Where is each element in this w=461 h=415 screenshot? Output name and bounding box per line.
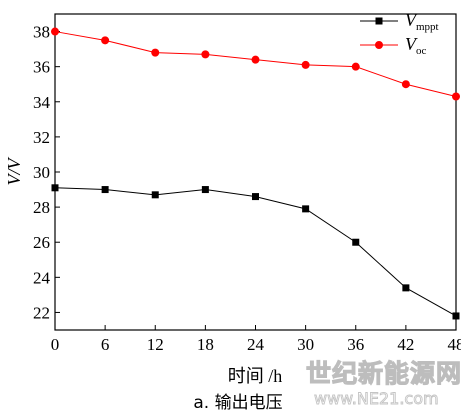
data-point-mppt	[101, 186, 109, 194]
data-point-mppt	[402, 284, 410, 292]
y-tick-label: 30	[33, 163, 50, 182]
watermark-url: www.NE21.com	[314, 389, 439, 408]
x-tick-label: 42	[397, 335, 414, 354]
data-point-oc	[452, 92, 460, 101]
data-point-oc	[201, 50, 210, 59]
series-layer	[51, 27, 460, 320]
figure-caption: a. 输出电压	[193, 393, 282, 413]
x-tick-label: 24	[247, 335, 265, 354]
y-tick-label: 24	[33, 268, 51, 287]
data-point-oc	[251, 55, 260, 64]
data-point-oc	[151, 48, 160, 57]
y-tick-label: 34	[33, 93, 51, 112]
legend: Vmppt Voc	[360, 10, 439, 57]
series-mppt	[51, 184, 460, 320]
data-point-oc	[401, 80, 410, 89]
legend-label-oc-sub: oc	[416, 45, 427, 57]
x-tick-label: 48	[448, 335, 461, 354]
x-tick-label: 12	[147, 335, 164, 354]
y-tick-label: 22	[33, 303, 50, 322]
legend-marker-oc	[375, 41, 383, 49]
y-axis-title: V/V	[4, 157, 24, 186]
y-tick-label: 36	[33, 58, 50, 77]
legend-label-oc: Voc	[405, 34, 427, 57]
legend-label-mppt-sub: mppt	[416, 21, 439, 33]
legend-marker-mppt	[375, 17, 383, 25]
data-point-oc	[351, 62, 360, 71]
x-tick-label: 36	[347, 335, 364, 354]
y-tick-label: 28	[33, 198, 50, 217]
x-tick-label: 6	[101, 335, 110, 354]
axis-ticks: 0 6 12 18 24 30 36 42 48 22 24 26 28 30 32 34 36 38	[33, 23, 461, 354]
legend-label-mppt: Vmppt	[405, 10, 439, 33]
data-point-mppt	[452, 312, 460, 320]
data-point-mppt	[252, 193, 259, 201]
legend-label-oc-main: V	[405, 34, 418, 54]
data-point-mppt	[51, 184, 59, 192]
x-axis-title: 时间 /h	[228, 366, 283, 386]
x-tick-label: 18	[197, 335, 214, 354]
watermark: 世纪新能源网 www.NE21.com	[305, 358, 461, 408]
data-point-mppt	[352, 238, 360, 246]
watermark-title: 世纪新能源网	[306, 359, 461, 388]
data-point-mppt	[201, 186, 209, 194]
data-point-mppt	[151, 191, 159, 199]
x-tick-label: 0	[51, 335, 60, 354]
data-point-oc	[301, 60, 310, 69]
legend-item-oc: Voc	[360, 34, 427, 57]
y-tick-label: 26	[33, 233, 50, 252]
data-point-oc	[101, 36, 110, 45]
legend-item-mppt: Vmppt	[360, 10, 439, 33]
legend-label-mppt-main: V	[405, 10, 418, 30]
data-point-mppt	[302, 205, 310, 213]
series-oc	[51, 27, 460, 101]
y-tick-label: 32	[33, 128, 50, 147]
y-tick-label: 38	[33, 23, 50, 42]
series-line-mppt	[54, 187, 457, 317]
data-point-oc	[51, 27, 59, 36]
series-line-oc	[54, 31, 457, 97]
x-tick-label: 30	[297, 335, 314, 354]
